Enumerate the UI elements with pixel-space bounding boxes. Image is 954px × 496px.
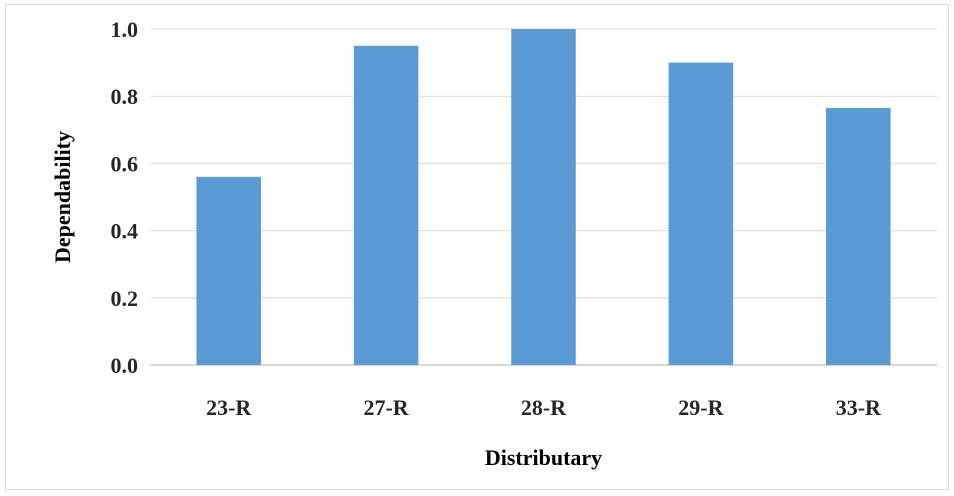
y-tick-label: 1.0 [111, 17, 139, 42]
bars [196, 29, 891, 366]
y-tick-label: 0.0 [111, 353, 139, 378]
y-axis-title: Dependability [50, 131, 75, 263]
x-tick-label: 28-R [521, 395, 567, 420]
bar-33-r [826, 107, 891, 366]
y-tick-label: 0.6 [111, 151, 139, 176]
bar-23-r [196, 176, 261, 365]
bar-28-r [511, 29, 576, 365]
x-axis-title: Distributary [485, 445, 602, 470]
x-tick-label: 29-R [678, 395, 724, 420]
bar-29-r [668, 62, 734, 365]
bar-27-r [353, 45, 419, 366]
y-tick-label: 0.8 [111, 84, 139, 109]
x-tick-label: 33-R [836, 395, 882, 420]
x-tick-label: 23-R [206, 395, 252, 420]
y-tick-label: 0.2 [111, 286, 139, 311]
y-tick-label: 0.4 [111, 219, 139, 244]
x-tick-label: 27-R [363, 395, 409, 420]
y-tick-labels: 0.0 0.2 0.4 0.6 0.8 1.0 [111, 17, 139, 378]
x-tick-labels: 23-R 27-R 28-R 29-R 33-R [206, 395, 882, 420]
chart-frame [5, 4, 949, 490]
